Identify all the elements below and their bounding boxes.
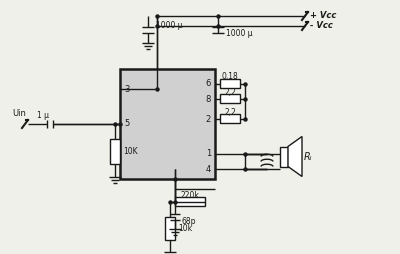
Text: 6: 6 <box>206 80 211 88</box>
Text: + Vcc: + Vcc <box>310 11 336 21</box>
Text: - Vcc: - Vcc <box>310 22 333 30</box>
Text: 1000 μ: 1000 μ <box>226 29 253 39</box>
Bar <box>220 114 240 123</box>
Text: 2: 2 <box>206 115 211 123</box>
Text: 3: 3 <box>124 85 129 93</box>
Text: 2,2: 2,2 <box>224 87 236 97</box>
Bar <box>120 69 215 179</box>
Text: 1: 1 <box>206 150 211 158</box>
Bar <box>220 94 240 103</box>
Text: 4: 4 <box>206 165 211 173</box>
Bar <box>110 139 120 164</box>
Text: 5: 5 <box>124 119 129 129</box>
Text: Rₗ: Rₗ <box>304 151 312 162</box>
Polygon shape <box>288 136 302 177</box>
Text: 1000 μ: 1000 μ <box>156 22 183 30</box>
Text: 68p: 68p <box>181 217 196 227</box>
Bar <box>280 147 288 167</box>
Text: 10k: 10k <box>178 224 192 233</box>
Text: 8: 8 <box>206 94 211 103</box>
Text: 1 μ: 1 μ <box>37 112 49 120</box>
Bar <box>220 79 240 88</box>
Text: Uin: Uin <box>12 109 26 119</box>
Text: 2,2: 2,2 <box>224 107 236 117</box>
Bar <box>165 217 175 240</box>
Bar <box>175 197 205 206</box>
Text: 220k: 220k <box>180 190 200 199</box>
Text: 10K: 10K <box>123 147 138 156</box>
Text: 0,18: 0,18 <box>222 72 238 82</box>
